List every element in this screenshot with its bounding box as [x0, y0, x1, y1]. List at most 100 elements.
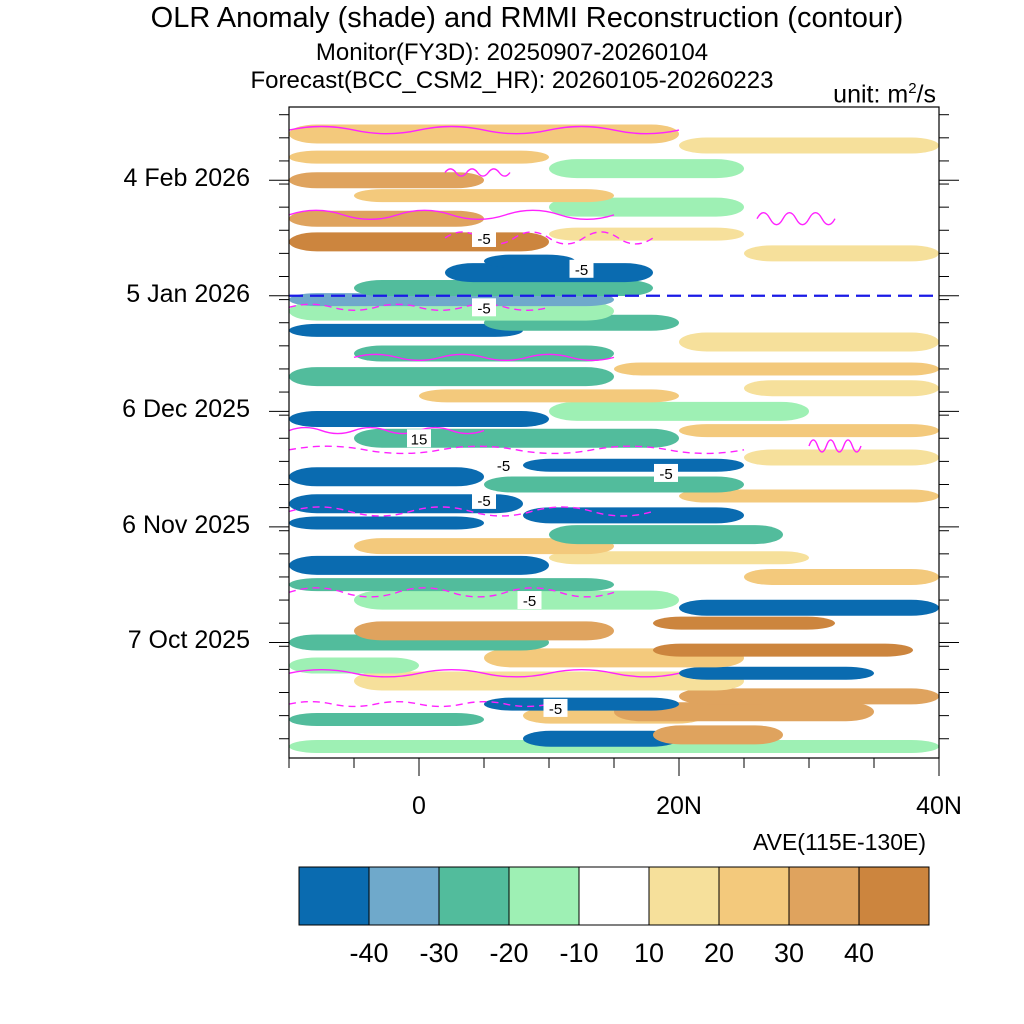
olr-band [354, 621, 614, 641]
contour-label: -5 [491, 456, 516, 475]
olr-band [549, 401, 809, 421]
chart-subtitle-monitor: Monitor(FY3D): 20250907-20260104 [315, 39, 709, 66]
rmmi-contour-negative [289, 700, 550, 708]
svg-text:-5: -5 [659, 466, 672, 483]
rmmi-contour-negative [289, 445, 745, 455]
olr-band [679, 332, 939, 352]
y-tick-label: 6 Dec 2025 [122, 395, 250, 424]
colorbar-label: 30 [773, 938, 805, 968]
svg-text:-5: -5 [575, 262, 588, 279]
colorbar-label: 40 [843, 938, 875, 968]
olr-band [289, 578, 614, 592]
olr-band [354, 345, 614, 362]
olr-band [289, 467, 484, 487]
unit-suffix: /s [916, 80, 936, 109]
y-tick-label: 4 Feb 2026 [123, 164, 251, 193]
olr-band [289, 712, 484, 726]
svg-text:-5: -5 [477, 231, 490, 248]
olr-band [354, 590, 679, 610]
olr-band [679, 599, 939, 616]
colorbar-swatch [298, 866, 370, 926]
olr-band [679, 688, 939, 705]
contour-label: -5 [654, 463, 678, 483]
olr-band [289, 150, 549, 164]
rmmi-contour-negative [289, 506, 654, 517]
olr-band [523, 458, 744, 472]
colorbar-swatch [508, 866, 580, 926]
olr-band [445, 263, 653, 283]
contour-label: -5 [543, 698, 568, 718]
contour-label: -5 [472, 298, 496, 317]
colorbar-label: -10 [559, 938, 599, 968]
olr-band [744, 449, 939, 466]
x-axis-average-note: AVE(115E-130E) [752, 829, 926, 855]
colorbar-label: -40 [349, 938, 389, 968]
unit-label: unit: m2/s [833, 80, 936, 109]
x-tick-label: 20N [656, 792, 702, 820]
colorbar-swatch [438, 866, 510, 926]
colorbar-swatch [368, 866, 440, 926]
olr-band [289, 172, 484, 189]
olr-band [679, 666, 874, 680]
unit-exponent: 2 [908, 80, 917, 97]
chart-title: OLR Anomaly (shade) and RMMI Reconstruct… [150, 2, 904, 34]
y-tick-label: 5 Jan 2026 [126, 279, 250, 308]
olr-band [289, 494, 523, 514]
olr-band [289, 555, 549, 575]
unit-prefix: unit: m [833, 80, 909, 109]
contour-label: -5 [472, 228, 496, 248]
contour-label: -5 [569, 259, 594, 279]
olr-band [289, 323, 523, 337]
olr-band [549, 197, 744, 217]
olr-band [679, 424, 939, 438]
olr-band [289, 516, 484, 530]
olr-band [614, 702, 874, 722]
olr-band [354, 280, 653, 297]
colorbar-swatch [858, 866, 930, 926]
y-tick-label: 7 Oct 2025 [127, 626, 250, 655]
svg-text:15: 15 [411, 431, 428, 448]
colorbar-swatch [718, 866, 790, 926]
colorbar-label: 10 [633, 938, 665, 968]
colorbar-label: -20 [489, 938, 529, 968]
olr-band [679, 137, 939, 154]
x-tick-label: 40N [916, 792, 962, 820]
axis-ticks [269, 114, 959, 776]
svg-text:-5: -5 [549, 701, 562, 718]
olr-band [419, 389, 679, 403]
colorbar-label: -30 [419, 938, 459, 968]
colorbar-label: 20 [703, 938, 735, 968]
olr-band [354, 189, 614, 203]
olr-band [289, 232, 549, 252]
colorbar-swatch [788, 866, 860, 926]
rmmi-contour-positive [289, 125, 680, 135]
colorbar-swatch [578, 866, 650, 926]
olr-band [614, 362, 939, 376]
olr-band [289, 367, 614, 387]
olr-band [354, 538, 614, 555]
olr-band [289, 124, 679, 144]
olr-band [289, 411, 549, 428]
olr-band [653, 725, 783, 745]
colorbar-swatch [648, 866, 720, 926]
olr-band [744, 568, 939, 585]
olr-band [289, 301, 614, 321]
rmmi-contour-positive [289, 209, 615, 221]
olr-band [354, 428, 679, 448]
olr-band [549, 227, 744, 241]
contour-label: -5 [517, 591, 542, 610]
olr-shading-layer [289, 124, 939, 753]
olr-band [653, 643, 913, 657]
svg-text:-5: -5 [523, 593, 536, 610]
olr-band [744, 245, 939, 262]
olr-band [549, 551, 809, 565]
svg-text:-5: -5 [497, 458, 510, 475]
olr-band [289, 210, 484, 227]
y-tick-label: 6 Nov 2025 [122, 510, 250, 539]
olr-band [744, 380, 939, 397]
olr-band [484, 697, 679, 711]
contour-label: 15 [407, 429, 431, 448]
contour-labels: -5 -5 -5 -5 -5 15 -5 -5 -5 [407, 228, 678, 718]
rmmi-contour-negative [289, 303, 550, 312]
